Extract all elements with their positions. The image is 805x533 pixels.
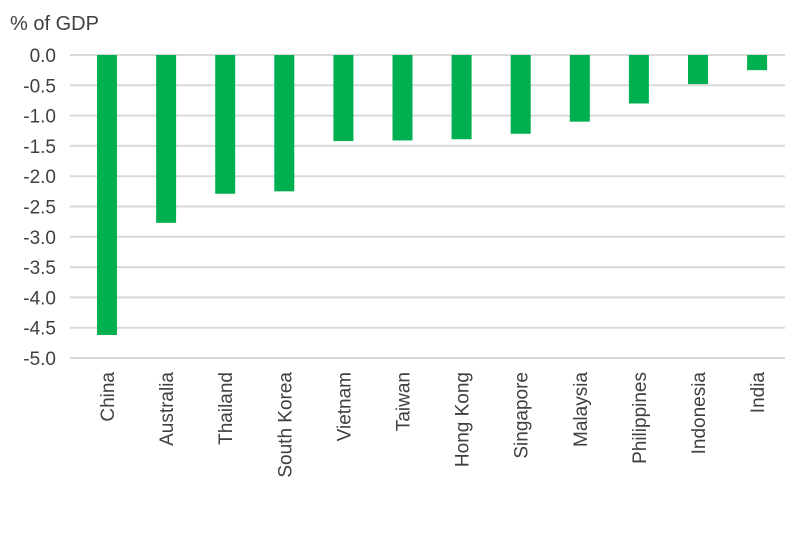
category-label: Malaysia bbox=[571, 372, 592, 447]
y-tick-label: 0.0 bbox=[30, 46, 56, 67]
y-tick-label: -1.5 bbox=[23, 137, 56, 158]
bar bbox=[510, 55, 531, 134]
y-axis-tick-labels: 0.0 -0.5 -1.0 -1.5 -2.0 -2.5 -3.0 -3.5 -4.0 -4.5 -… bbox=[23, 46, 56, 370]
y-tick-label: -2.5 bbox=[23, 198, 56, 219]
y-tick-label: -0.5 bbox=[23, 76, 56, 97]
category-label: Thailand bbox=[216, 372, 237, 445]
bar bbox=[392, 55, 413, 141]
category-label: India bbox=[748, 372, 769, 414]
y-tick-label: -3.5 bbox=[23, 258, 56, 279]
category-label: Vietnam bbox=[334, 372, 355, 441]
y-tick-label: -4.5 bbox=[23, 319, 56, 340]
bar bbox=[333, 55, 354, 142]
category-label: Taiwan bbox=[394, 372, 415, 431]
category-label: Singapore bbox=[512, 372, 533, 459]
category-label: Hong Kong bbox=[453, 372, 474, 467]
category-label: Philippines bbox=[630, 372, 651, 464]
category-label: South Korea bbox=[275, 372, 296, 478]
bar bbox=[215, 55, 236, 194]
y-tick-label: -3.0 bbox=[23, 228, 56, 249]
bar bbox=[747, 55, 768, 71]
bar bbox=[97, 55, 117, 335]
bar bbox=[688, 55, 708, 85]
bar bbox=[628, 55, 649, 104]
category-labels: China Australia Thailand South Korea Vietnam… bbox=[98, 372, 769, 478]
bars bbox=[97, 55, 768, 335]
y-tick-label: -5.0 bbox=[23, 349, 56, 370]
category-label: Indonesia bbox=[689, 372, 710, 455]
category-label: China bbox=[98, 372, 119, 422]
y-axis-unit-label: % of GDP bbox=[10, 13, 99, 35]
bar bbox=[451, 55, 472, 140]
y-tick-label: -4.0 bbox=[23, 288, 56, 309]
bar bbox=[274, 55, 295, 192]
gridlines bbox=[70, 54, 785, 359]
category-label: Australia bbox=[157, 372, 178, 446]
bar bbox=[156, 55, 177, 223]
y-tick-label: -2.0 bbox=[23, 167, 56, 188]
y-tick-label: -1.0 bbox=[23, 107, 56, 128]
bar bbox=[569, 55, 590, 122]
